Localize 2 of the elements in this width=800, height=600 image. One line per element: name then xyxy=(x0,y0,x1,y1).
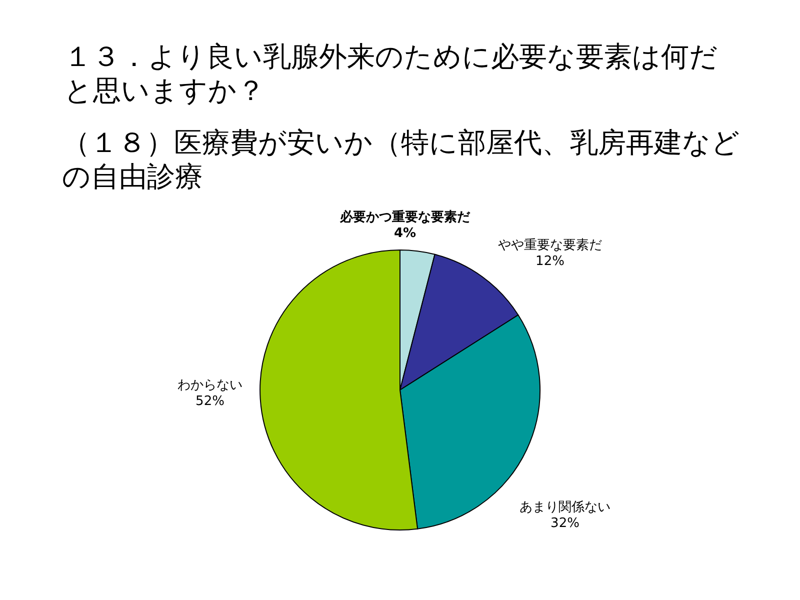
title: １３．より良い乳腺外来のために必要な要素は何だと思いますか？ xyxy=(64,40,719,108)
subtitle: （１８）医療費が安いか（特に部屋代、乳房再建などの自由診療 xyxy=(62,126,741,194)
